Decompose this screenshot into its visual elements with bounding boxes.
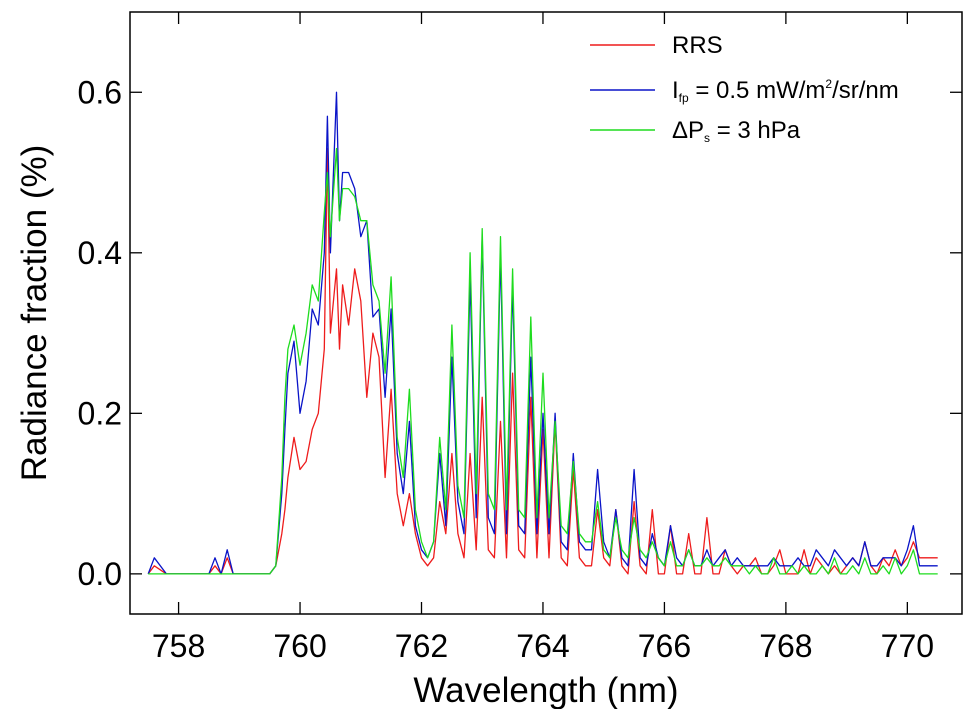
legend-ifp-sub: fp — [679, 91, 689, 105]
series-line-2 — [148, 147, 938, 575]
legend-ifp-sup: 2 — [825, 77, 832, 91]
legend-label-rrs: RRS — [672, 32, 723, 59]
legend-ifp-suffix: /sr/nm — [832, 77, 899, 104]
x-axis-title: Wavelength (nm) — [413, 671, 678, 709]
y-tick-label: 0.0 — [78, 556, 122, 592]
legend-label-ifp: Ifp = 0.5 mW/m2/sr/nm — [672, 77, 899, 105]
x-tick-label: 758 — [152, 628, 205, 664]
legend-label-dps: ΔPs = 3 hPa — [672, 117, 801, 145]
legend-ifp-prefix: I — [672, 77, 679, 104]
x-tick-label: 762 — [395, 628, 448, 664]
legend-dps-prefix: ΔP — [672, 117, 704, 144]
series-line-1 — [147, 91, 938, 575]
y-axis-title: Radiance fraction (%) — [15, 145, 54, 482]
series-group — [147, 91, 938, 575]
legend-ifp-middle: = 0.5 mW/m — [689, 77, 826, 104]
axis-tick-labels: 758 760 762 764 766 768 770 0.0 0.2 0.4 0.6 — [78, 74, 935, 664]
plot-frame — [129, 11, 963, 615]
x-tick-label: 768 — [759, 628, 812, 664]
x-tick-label: 770 — [881, 628, 934, 664]
legend-dps-suffix: = 3 hPa — [710, 117, 801, 144]
y-tick-label: 0.4 — [78, 235, 122, 271]
x-tick-label: 766 — [638, 628, 691, 664]
y-tick-label: 0.6 — [78, 74, 122, 110]
x-tick-label: 760 — [273, 628, 326, 664]
legend-dps-sub: s — [704, 131, 710, 145]
y-tick-label: 0.2 — [78, 395, 122, 431]
legend: RRS Ifp = 0.5 mW/m2/sr/nm ΔPs = 3 hPa — [590, 32, 899, 145]
x-tick-label: 764 — [516, 628, 569, 664]
axis-ticks — [130, 12, 962, 614]
series-line-0 — [147, 147, 938, 575]
